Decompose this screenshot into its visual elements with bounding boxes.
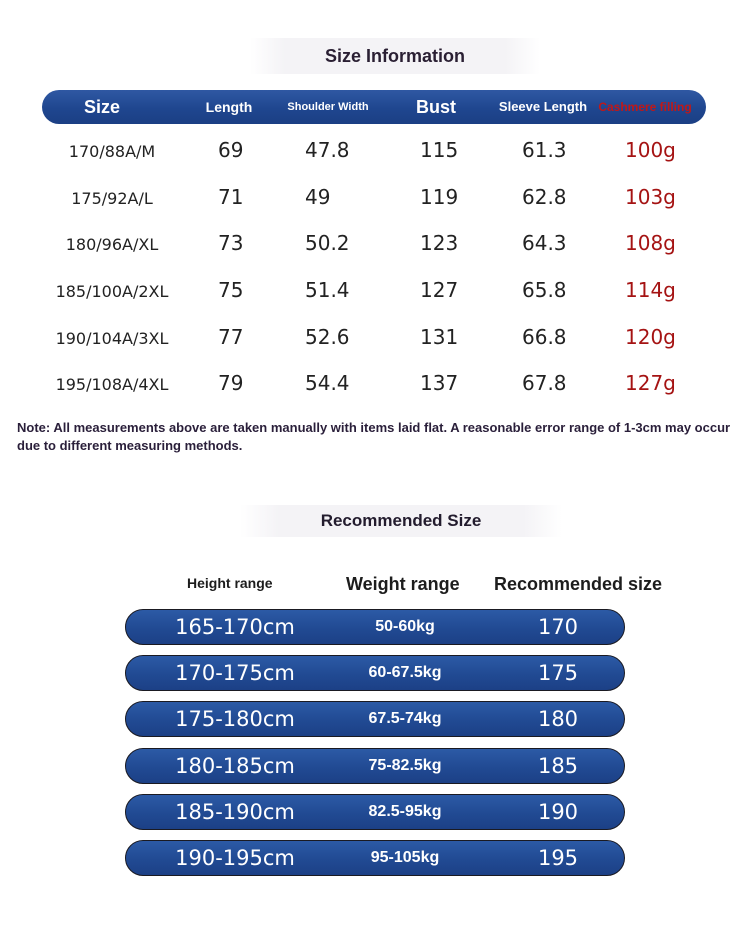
row-cashmere: 103g (625, 185, 676, 209)
row-weight-range: 67.5-74kg (368, 710, 442, 727)
row-height-range: 175-180cm (175, 707, 295, 731)
header-shoulder-width: Shoulder Width (287, 101, 369, 113)
row-size: 195/108A/4XL (55, 375, 169, 394)
row-shoulder: 52.6 (305, 325, 350, 349)
row-sleeve: 61.3 (522, 138, 567, 162)
row-size: 190/104A/3XL (55, 329, 169, 348)
row-recommended-size: 180 (537, 707, 579, 731)
row-shoulder: 50.2 (305, 231, 350, 255)
recommendation-row (125, 794, 625, 830)
row-weight-range: 60-67.5kg (368, 664, 442, 681)
header-height-range: Height range (187, 575, 273, 591)
row-size: 175/92A/L (71, 189, 153, 208)
row-sleeve: 66.8 (522, 325, 567, 349)
row-weight-range: 50-60kg (375, 618, 435, 635)
row-length: 69 (218, 138, 244, 162)
row-size: 185/100A/2XL (55, 282, 169, 301)
row-weight-range: 95-105kg (370, 849, 440, 866)
row-size: 180/96A/XL (65, 235, 159, 254)
row-weight-range: 82.5-95kg (368, 803, 442, 820)
row-height-range: 170-175cm (175, 661, 295, 685)
row-sleeve: 64.3 (522, 231, 567, 255)
recommendation-row (125, 609, 625, 645)
header-sleeve-length: Sleeve Length (498, 99, 588, 114)
header-cashmere-filling: Cashmere filling (598, 100, 692, 114)
row-cashmere: 120g (625, 325, 676, 349)
recommendation-row (125, 655, 625, 691)
row-height-range: 180-185cm (175, 754, 295, 778)
header-recommended-size: Recommended size (494, 574, 663, 594)
row-bust: 137 (420, 371, 459, 395)
row-cashmere: 108g (625, 231, 676, 255)
row-recommended-size: 170 (537, 615, 579, 639)
row-shoulder: 51.4 (305, 278, 350, 302)
row-bust: 119 (420, 185, 459, 209)
row-shoulder: 54.4 (305, 371, 350, 395)
row-shoulder: 49 (305, 185, 331, 209)
row-sleeve: 62.8 (522, 185, 567, 209)
row-sleeve: 67.8 (522, 371, 567, 395)
row-cashmere: 114g (625, 278, 676, 302)
recommendation-row (125, 701, 625, 737)
row-length: 79 (218, 371, 244, 395)
header-weight-range: Weight range (346, 574, 460, 594)
row-bust: 131 (420, 325, 459, 349)
row-height-range: 190-195cm (175, 846, 295, 870)
row-shoulder: 47.8 (305, 138, 350, 162)
row-recommended-size: 190 (537, 800, 579, 824)
recommendation-row (125, 840, 625, 876)
row-bust: 123 (420, 231, 459, 255)
row-length: 75 (218, 278, 244, 302)
recommendation-row (125, 748, 625, 784)
recommended-size-title: Recommended Size (240, 505, 562, 537)
row-cashmere: 127g (625, 371, 676, 395)
row-length: 71 (218, 185, 244, 209)
row-recommended-size: 185 (537, 754, 579, 778)
row-bust: 127 (420, 278, 459, 302)
header-length: Length (205, 99, 253, 115)
measurement-note: Note: All measurements above are taken m… (17, 420, 731, 453)
row-recommended-size: 195 (537, 846, 579, 870)
row-recommended-size: 175 (537, 661, 579, 685)
row-bust: 115 (420, 138, 459, 162)
row-weight-range: 75-82.5kg (368, 757, 442, 774)
row-cashmere: 100g (625, 138, 676, 162)
row-height-range: 185-190cm (175, 800, 295, 824)
header-size: Size (83, 97, 121, 117)
row-sleeve: 65.8 (522, 278, 567, 302)
header-bust: Bust (416, 97, 456, 117)
row-length: 73 (218, 231, 244, 255)
size-information-title: Size Information (250, 38, 540, 74)
row-size: 170/88A/M (68, 142, 156, 161)
row-length: 77 (218, 325, 244, 349)
size-table-header-bar (42, 90, 706, 124)
row-height-range: 165-170cm (175, 615, 295, 639)
